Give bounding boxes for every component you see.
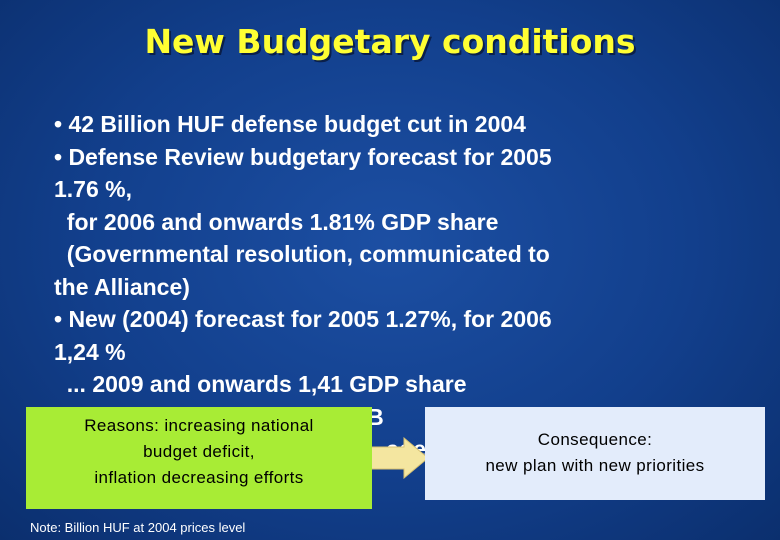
bullet-line: • 42 Billion HUF defense budget cut in 2…	[54, 111, 526, 137]
bullet-line: 1.76 %,	[54, 176, 132, 202]
reasons-line: Reasons: increasing national	[84, 416, 314, 435]
bullet-line: (Governmental resolution, communicated t…	[54, 241, 550, 267]
reasons-line: inflation decreasing efforts	[94, 468, 304, 487]
bullet-line: ... 2009 and onwards 1,41 GDP share	[54, 371, 467, 397]
reasons-box: Reasons: increasing national budget defi…	[26, 407, 372, 509]
slide-title: New Budgetary conditions	[144, 22, 636, 61]
consequence-heading: Consequence:	[537, 430, 653, 449]
bullet-line: the Alliance)	[54, 273, 190, 300]
reasons-line: budget deficit,	[143, 442, 255, 461]
consequence-box: Consequence: new plan with new prioritie…	[425, 407, 765, 500]
consequence-text: new plan with new priorities	[485, 456, 705, 475]
footnote: Note: Billion HUF at 2004 prices level	[30, 520, 246, 535]
bullet-line: 1,24 %	[54, 338, 126, 365]
bullet-line: • Defense Review budgetary forecast for …	[54, 143, 552, 170]
bullet-line: • New (2004) forecast for 2005 1.27%, fo…	[54, 306, 552, 332]
bullet-line: for 2006 and onwards 1.81% GDP share	[54, 208, 499, 235]
